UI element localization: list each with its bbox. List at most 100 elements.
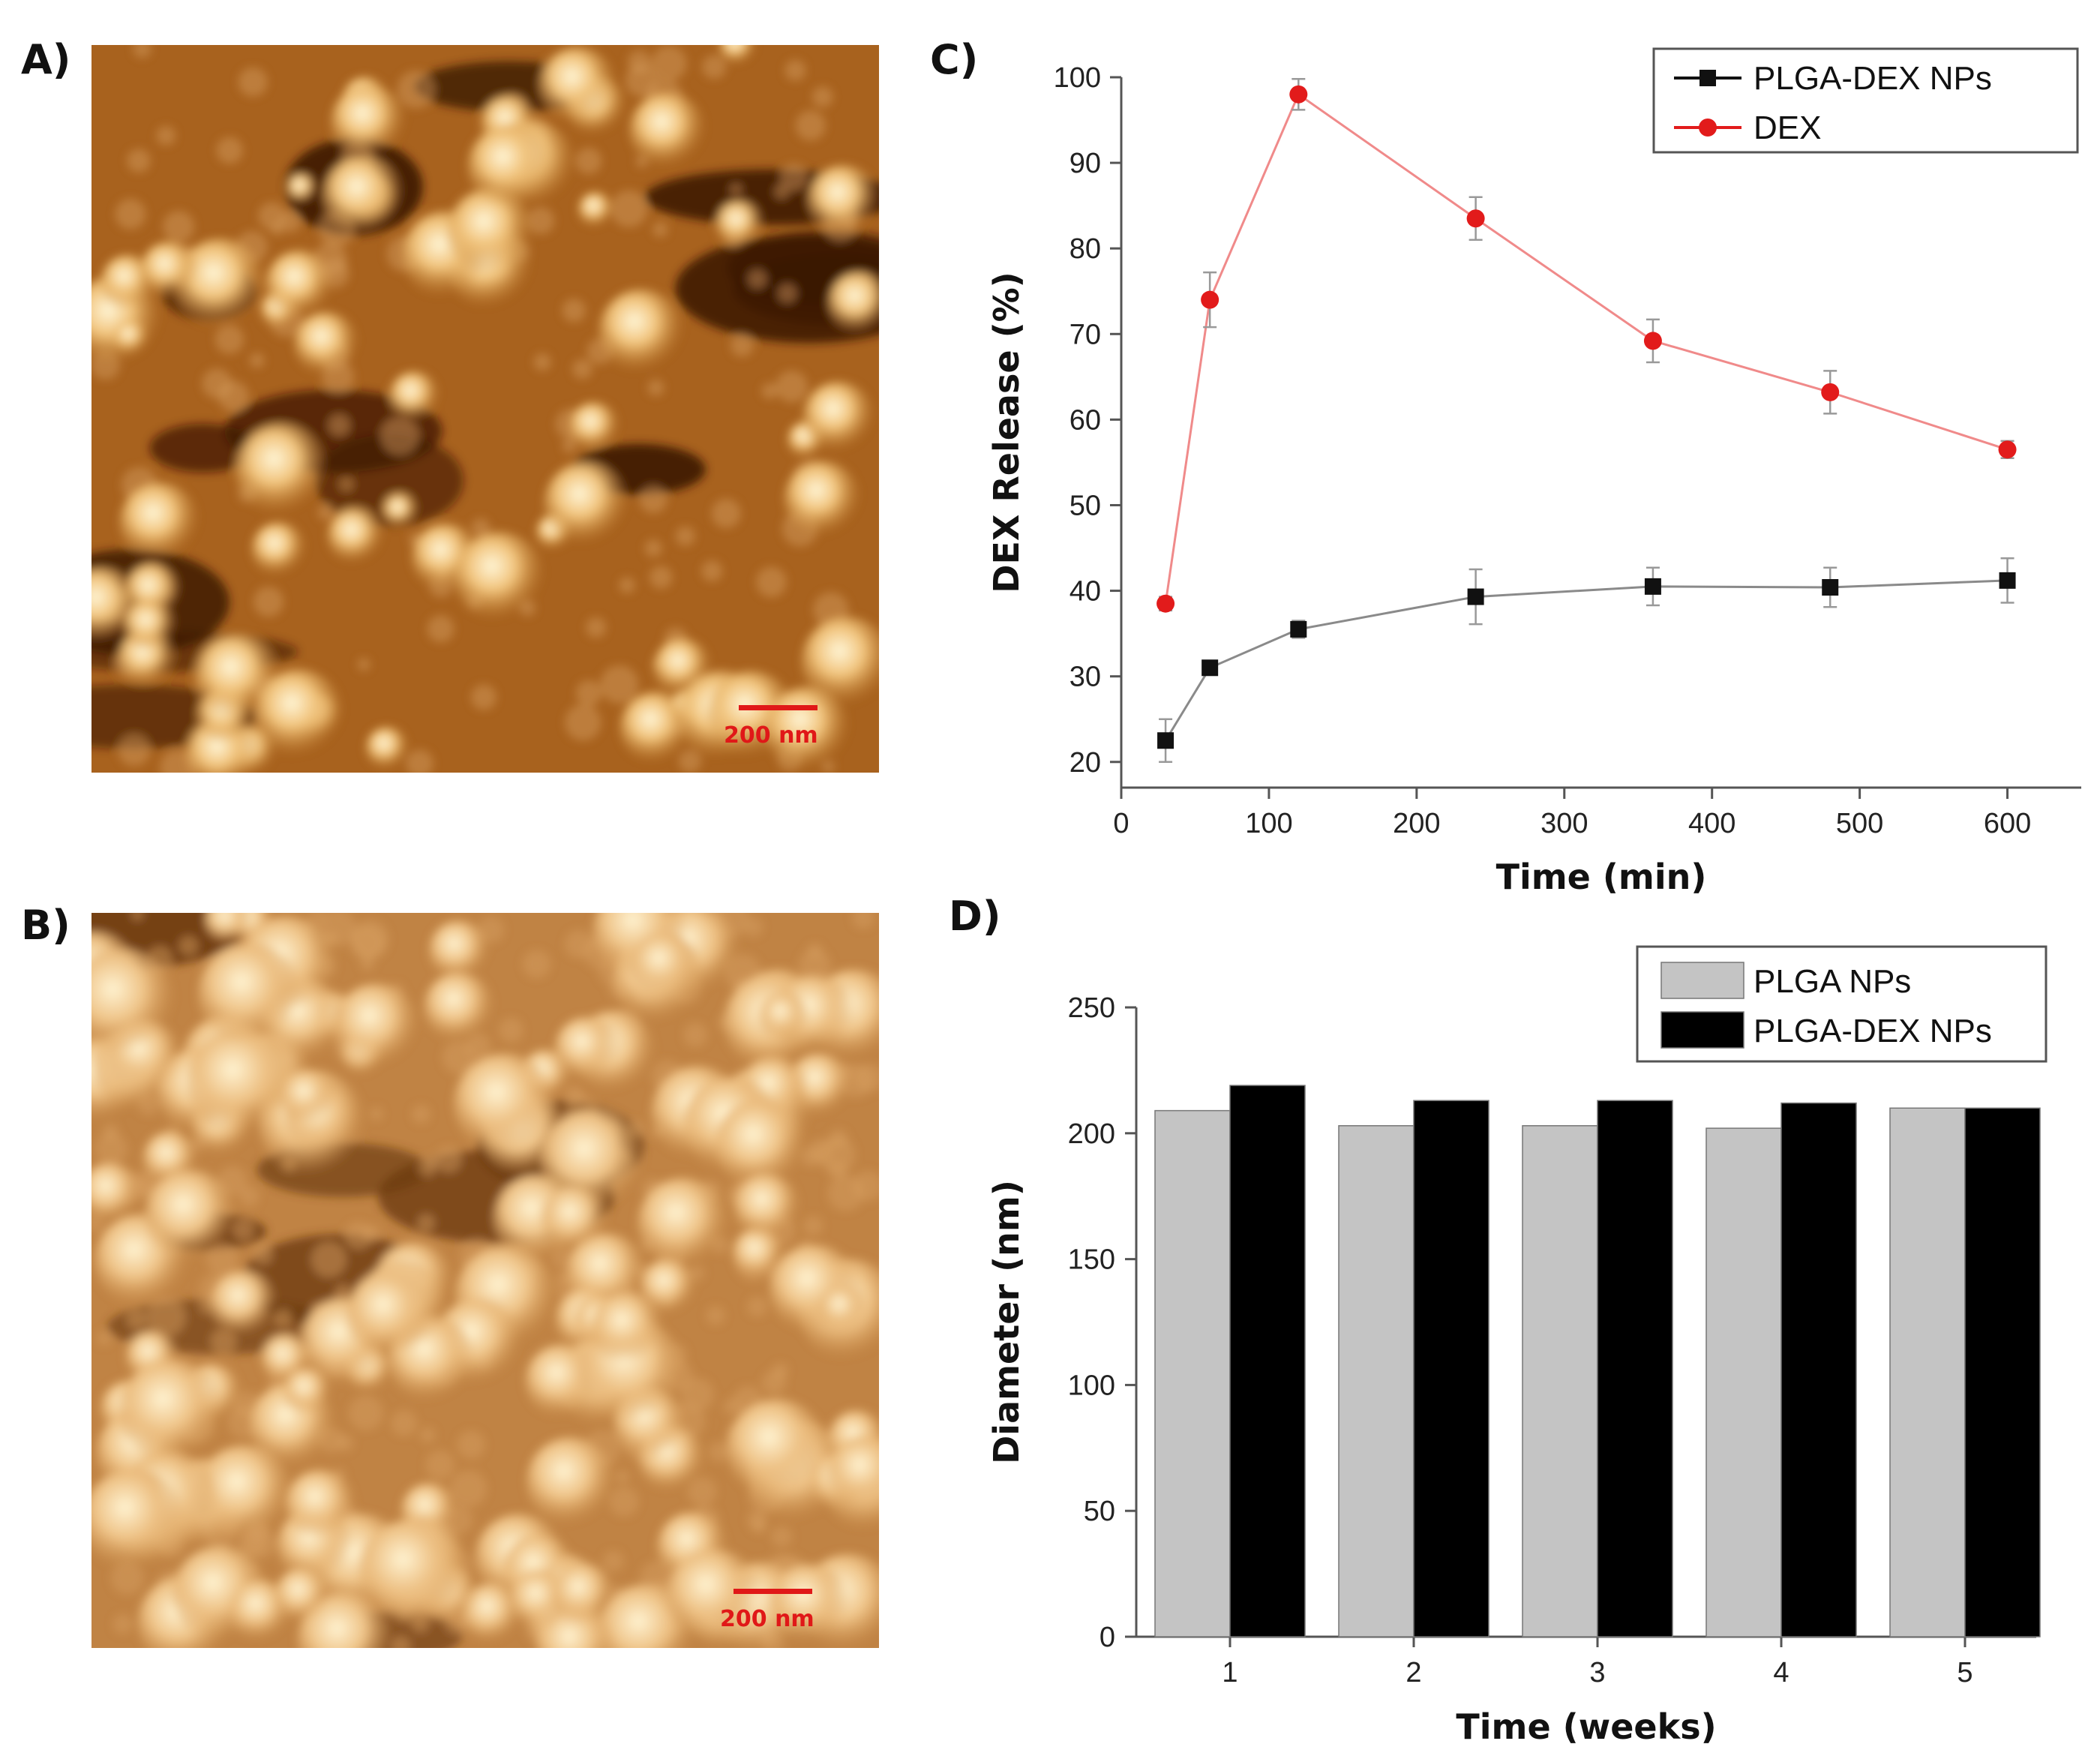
afm-grain [419, 1427, 436, 1443]
x-tick-label-d: 1 [1222, 1657, 1238, 1688]
afm-particle [424, 972, 494, 1043]
afm-particle [327, 508, 384, 565]
afm-particle [827, 1436, 879, 1513]
afm-particle [541, 1185, 609, 1253]
afm-particle [453, 1053, 556, 1155]
diameter-chart: 0 50 100 150 200 250 1 2 3 4 5 Time (weeks) Diameter… [986, 945, 2048, 1747]
y-tick-label-c: 70 [1070, 319, 1101, 350]
afm-grain [562, 299, 586, 323]
afm-particle [382, 494, 418, 528]
data-point [1643, 332, 1662, 350]
y-tick-label-d: 50 [1084, 1496, 1115, 1527]
afm-particle [205, 913, 252, 945]
afm-grain [253, 1244, 273, 1265]
afm-particle [92, 948, 175, 1056]
afm-grain [391, 1636, 410, 1648]
afm-grain [450, 1470, 488, 1508]
afm-grain [798, 949, 831, 982]
afm-grain [427, 615, 454, 643]
bar-plga-dex-nps-week-5 [1964, 1107, 2041, 1637]
series-c-plga-dex-nps [1157, 557, 2016, 764]
afm-grain [533, 353, 551, 371]
legend-marker [1699, 119, 1717, 137]
afm-grain [522, 950, 551, 979]
afm-particle [454, 531, 544, 622]
afm-grain [471, 518, 490, 538]
x-tick-label-c: 600 [1984, 808, 2031, 839]
x-tick-label-d: 4 [1773, 1657, 1789, 1688]
afm-particle [818, 1285, 868, 1334]
afm-grain [112, 1614, 133, 1634]
data-point [1999, 572, 2016, 589]
afm-grain [784, 59, 806, 81]
series-c-dex [1156, 78, 2017, 613]
legend-label-d: PLGA NPs [1754, 963, 1911, 1000]
afm-grain [211, 1328, 237, 1355]
afm-particle [629, 92, 706, 169]
afm-particle [734, 1173, 800, 1240]
afm-grain [678, 749, 702, 773]
afm-grain [238, 1185, 260, 1207]
bar-plga-nps-week-1 [1154, 1109, 1231, 1637]
afm-grain [711, 498, 741, 528]
afm-particle [598, 289, 683, 374]
x-axis-title-d: Time (weeks) [1456, 1706, 1716, 1747]
afm-grain [639, 485, 668, 514]
afm-grain [202, 368, 232, 399]
afm-grain [687, 1477, 717, 1507]
afm-grain [827, 1175, 864, 1211]
legend-label-c: PLGA-DEX NPs [1754, 60, 1992, 97]
afm-grain [761, 383, 778, 399]
legend-marker [1700, 70, 1716, 86]
afm-grain [701, 560, 723, 582]
scale-bar-line-a [739, 705, 818, 710]
bar-plga-nps-week-5 [1889, 1107, 1966, 1637]
afm-particle [719, 45, 756, 65]
afm-particle [666, 1548, 760, 1643]
data-point [1156, 594, 1175, 613]
data-point [1644, 578, 1661, 595]
afm-grain [828, 1160, 848, 1180]
x-tick-label-d: 5 [1957, 1657, 1972, 1688]
afm-grain [771, 1526, 793, 1547]
afm-grain [652, 221, 668, 237]
legend-d: PLGA NPs PLGA-DEX NPs [1636, 945, 2048, 1063]
series-line [1164, 579, 2008, 742]
x-axis-title-c: Time (min) [1496, 857, 1707, 897]
afm-particle [346, 1271, 434, 1358]
x-tick-label-c: 200 [1393, 808, 1440, 839]
afm-particle [554, 1016, 619, 1082]
afm-grain [334, 1284, 352, 1301]
bar-plga-nps-week-3 [1522, 1124, 1598, 1637]
afm-particle [827, 271, 879, 335]
legend-swatch [1660, 962, 1744, 999]
afm-particle [92, 1469, 184, 1571]
afm-particle [119, 482, 200, 563]
afm-grain [350, 926, 385, 960]
afm-particle [591, 1292, 664, 1365]
afm-particle [294, 311, 358, 377]
afm-particle [280, 1070, 336, 1125]
y-tick-label-d: 100 [1068, 1370, 1115, 1401]
afm-grain [130, 913, 144, 921]
afm-grain [802, 1216, 824, 1236]
afm-grain [156, 125, 176, 146]
afm-grain [854, 1063, 879, 1093]
afm-grain [610, 190, 648, 227]
panel-label-c: C) [930, 36, 978, 83]
afm-grain [499, 1018, 524, 1043]
afm-grain [146, 1297, 186, 1337]
afm-grain [163, 211, 195, 243]
afm-grain [650, 566, 673, 589]
afm-grain [776, 370, 808, 403]
y-axis-title-d: Diameter (nm) [986, 1180, 1027, 1464]
afm-particle [235, 423, 328, 516]
afm-grain [675, 526, 695, 546]
afm-grain [730, 333, 754, 357]
afm-image-a: 200 nm [92, 45, 879, 773]
data-point [1821, 383, 1840, 401]
afm-grain [780, 163, 808, 191]
afm-grain [425, 1450, 455, 1480]
afm-grain [249, 353, 265, 368]
